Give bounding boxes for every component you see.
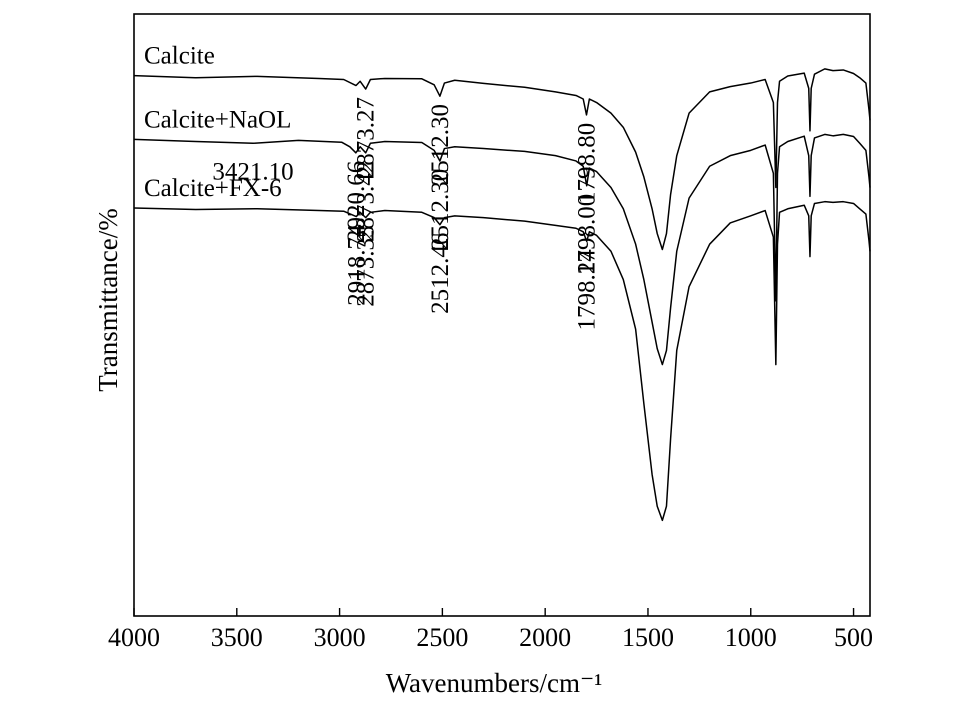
spectrum-line-3: [133, 200, 871, 522]
x-tick-label-1500: 1500: [622, 623, 674, 652]
peak-label-4: 3421.10: [212, 158, 293, 185]
x-tick-label-2500: 2500: [416, 623, 468, 652]
peak-label-5: 2920.66: [343, 161, 370, 242]
plot-frame: [133, 13, 871, 617]
peak-label-3: 1798.80: [574, 123, 601, 204]
peak-label-6: 2873.42: [353, 161, 380, 242]
x-tick-label-500: 500: [834, 623, 873, 652]
x-tick-label-2000: 2000: [519, 623, 571, 652]
peak-label-1: 2873.27: [353, 97, 380, 178]
series-name-3: Calcite+FX-6: [144, 175, 282, 202]
y-axis-label: Transmittance/%: [93, 208, 123, 391]
peak-label-7: 2512.30: [427, 169, 454, 250]
x-tick-label-3500: 3500: [211, 623, 263, 652]
spectrum-line-1: [133, 68, 871, 251]
x-axis-ticks: [133, 608, 855, 616]
x-axis-tick-labels: 4000 3500 3000 2500 2000 1500 1000 500: [108, 623, 873, 652]
spectrum-lines: [133, 68, 871, 522]
peak-wavenumber-labels: 2873.27 2512.30 1798.80 3421.10 2920.662873.…: [212, 97, 600, 330]
x-tick-label-4000: 4000: [108, 623, 160, 652]
spectrum-line-2: [133, 133, 871, 366]
x-tick-label-3000: 3000: [314, 623, 366, 652]
peak-label-9: 2918.74: [343, 224, 370, 306]
peak-label-12: 1798.24: [574, 249, 601, 331]
x-axis-label: Wavenumbers/cm⁻¹: [386, 668, 603, 698]
x-tick-label-1000: 1000: [725, 623, 777, 652]
series-name-labels: Calcite Calcite+NaOL Calcite+FX-6: [144, 43, 291, 202]
series-name-2: Calcite+NaOL: [144, 106, 291, 133]
peak-label-11: 2512.46: [427, 233, 454, 314]
peak-label-2: 2512.30: [427, 104, 454, 185]
peak-label-8: 1798.00: [574, 194, 601, 275]
series-name-1: Calcite: [144, 43, 215, 70]
peak-label-10: 2873.35: [353, 226, 380, 307]
